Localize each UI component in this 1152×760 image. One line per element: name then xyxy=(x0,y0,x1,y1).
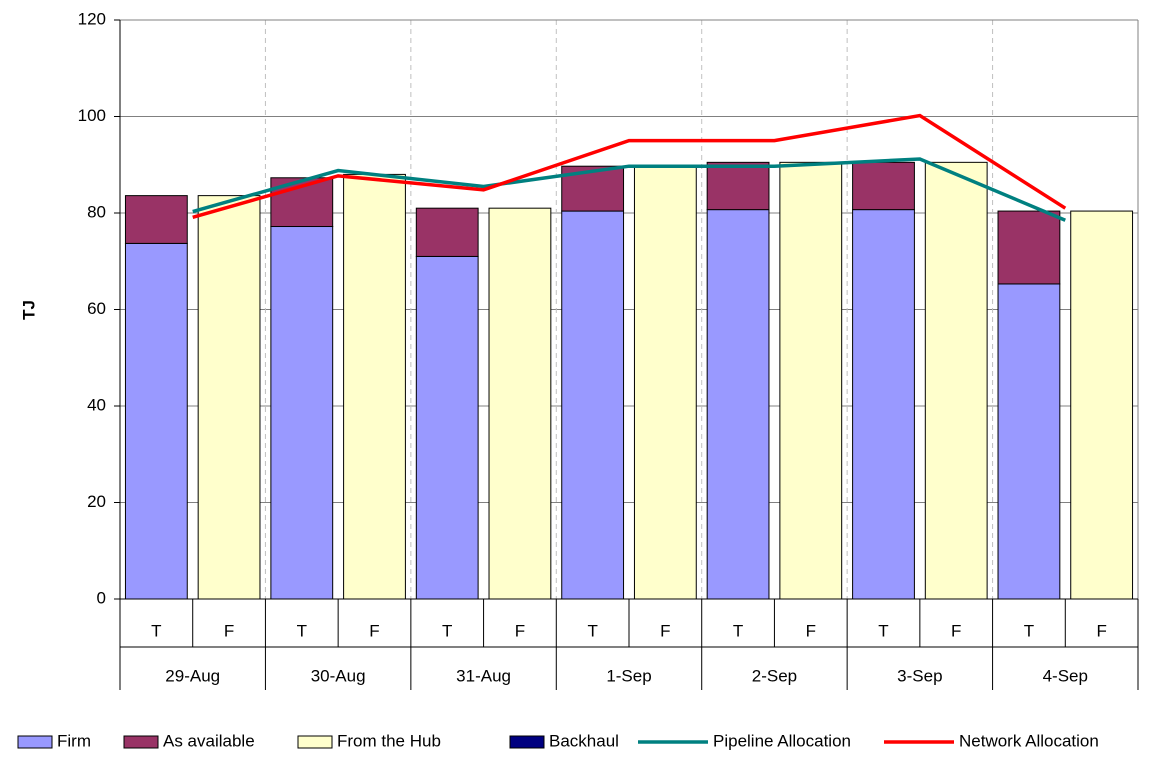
group-label: 4-Sep xyxy=(1043,666,1088,685)
group-label: 30-Aug xyxy=(311,666,366,685)
legend-label: Network Allocation xyxy=(959,731,1099,750)
legend-label: Backhaul xyxy=(549,731,619,750)
group-label: 3-Sep xyxy=(897,666,942,685)
legend-swatch xyxy=(123,735,159,749)
y-tick-label: 20 xyxy=(87,492,106,511)
group-label: 29-Aug xyxy=(165,666,220,685)
legend-swatch xyxy=(297,735,333,749)
bar xyxy=(197,195,261,600)
bar xyxy=(1070,210,1134,600)
y-axis-label: TJ xyxy=(19,300,38,320)
y-tick-label: 80 xyxy=(87,202,106,221)
y-tick-label: 60 xyxy=(87,299,106,318)
bar xyxy=(270,226,334,600)
bar xyxy=(779,161,843,600)
y-tick-label: 120 xyxy=(78,9,106,28)
group-label: 2-Sep xyxy=(752,666,797,685)
bar xyxy=(561,165,625,212)
legend-label: Firm xyxy=(57,731,91,750)
line-series xyxy=(192,113,1067,220)
x-tick-label: T xyxy=(733,621,743,640)
x-tick-label: F xyxy=(660,621,670,640)
x-tick-label: F xyxy=(951,621,961,640)
bar xyxy=(561,210,625,600)
x-tick-label: F xyxy=(1096,621,1106,640)
x-tick-label: T xyxy=(878,621,888,640)
x-tick-label: T xyxy=(587,621,597,640)
bar xyxy=(415,207,479,257)
x-tick-label: F xyxy=(224,621,234,640)
bar xyxy=(997,210,1061,285)
legend-label: Pipeline Allocation xyxy=(713,731,851,750)
x-tick-label: F xyxy=(515,621,525,640)
bar xyxy=(633,165,697,600)
legend-swatch xyxy=(17,735,53,749)
y-tick-label: 0 xyxy=(97,588,106,607)
x-tick-label: F xyxy=(806,621,816,640)
x-tick-label: T xyxy=(297,621,307,640)
line-series xyxy=(192,157,1066,222)
bar xyxy=(924,161,988,600)
bar xyxy=(343,173,406,600)
bar xyxy=(488,207,552,600)
x-tick-label: T xyxy=(151,621,161,640)
bar xyxy=(706,209,770,600)
bar xyxy=(124,195,188,244)
legend-label: As available xyxy=(163,731,255,750)
group-label: 1-Sep xyxy=(606,666,651,685)
y-tick-label: 100 xyxy=(78,106,106,125)
x-tick-label: T xyxy=(442,621,452,640)
bar xyxy=(852,161,915,211)
x-tick-label: F xyxy=(369,621,379,640)
bar xyxy=(706,161,770,211)
bar xyxy=(852,209,915,600)
legend-swatch xyxy=(509,735,545,749)
legend-label: From the Hub xyxy=(337,731,441,750)
x-tick-label: T xyxy=(1024,621,1034,640)
group-label: 31-Aug xyxy=(456,666,511,685)
bar xyxy=(124,242,188,600)
y-tick-label: 40 xyxy=(87,395,106,414)
bar xyxy=(415,255,479,600)
bar xyxy=(997,283,1061,600)
